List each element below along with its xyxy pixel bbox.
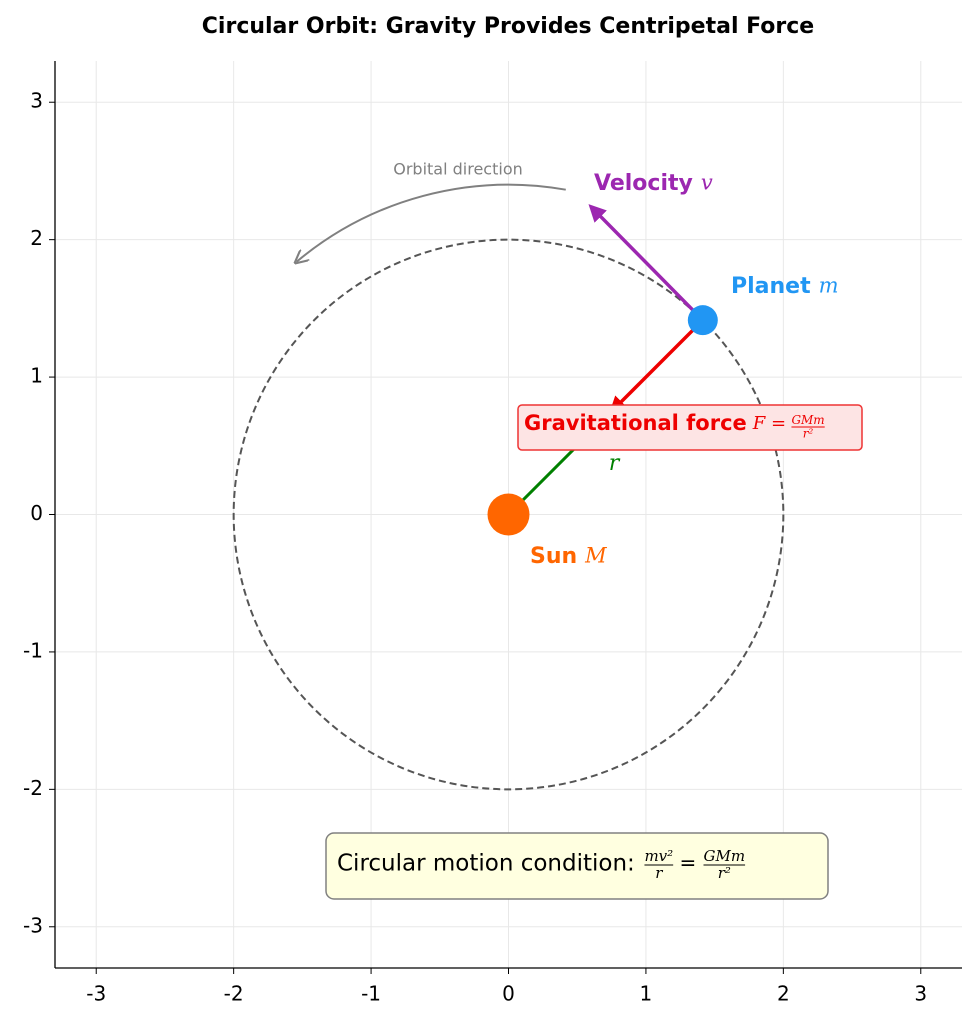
y-tick-label: 1	[30, 364, 43, 388]
denominator: r²	[718, 864, 731, 882]
radius-label: r	[609, 451, 621, 476]
label: Velocity	[594, 171, 693, 196]
orbit-path	[232, 238, 785, 791]
force-arrow	[609, 318, 705, 414]
velocity-arrow	[588, 204, 705, 322]
force-box	[517, 404, 863, 451]
denominator: r²	[803, 427, 814, 441]
direction-arc	[296, 183, 566, 262]
y-tick-label: 0	[30, 501, 43, 525]
label: Sun	[530, 544, 577, 569]
numerator: mv²	[644, 847, 673, 865]
x-tick-label: 2	[777, 982, 790, 1006]
numerator: GMm	[791, 413, 824, 427]
label-symbol: M	[584, 544, 607, 568]
direction-label: Orbital direction	[393, 160, 523, 179]
y-tick-label: -2	[23, 776, 43, 800]
x-tick-label: -3	[86, 982, 106, 1006]
condition-box	[325, 832, 829, 900]
condition-eq: =	[680, 851, 697, 875]
label-symbol: m	[819, 274, 839, 298]
numerator: GMm	[704, 847, 746, 865]
sun	[487, 493, 530, 536]
x-tick-label: 0	[502, 982, 515, 1006]
y-tick-label: -3	[23, 913, 43, 937]
chart-title: Circular Orbit: Gravity Provides Centrip…	[202, 14, 814, 39]
y-tick-label: 3	[30, 89, 43, 113]
label: Planet	[731, 274, 811, 299]
y-tick-label: 2	[30, 226, 43, 250]
x-tick-label: 1	[640, 982, 653, 1006]
x-tick-label: 3	[914, 982, 927, 1006]
label-symbol: v	[701, 171, 713, 195]
denominator: r	[655, 864, 663, 882]
planet	[687, 305, 718, 336]
y-tick-label: -1	[23, 638, 43, 662]
force-label: Gravitational force	[524, 411, 747, 435]
force-lhs: F =	[752, 413, 786, 434]
x-tick-label: -2	[224, 982, 244, 1006]
condition-text: Circular motion condition:	[337, 851, 635, 877]
x-tick-label: -1	[361, 982, 381, 1006]
